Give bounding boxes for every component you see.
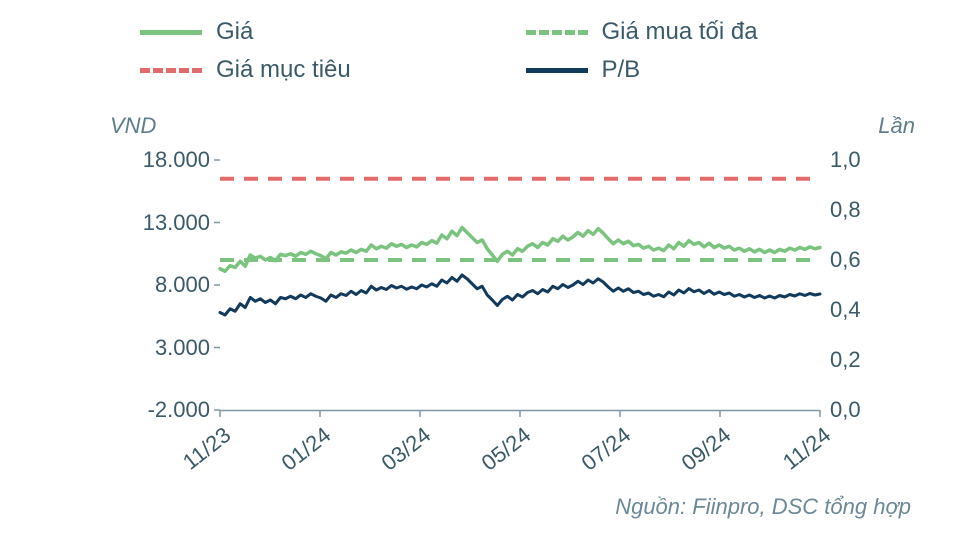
- x-tick-label: 11/23: [178, 422, 236, 475]
- source-note: Nguồn: Fiinpro, DSC tổng hợp: [615, 494, 911, 520]
- legend-swatch-gia-mua-toi-da: [526, 30, 588, 35]
- x-tick-label: 09/24: [677, 422, 736, 476]
- y-right-tick-label: 0,4: [830, 297, 861, 323]
- legend-item-pb: P/B: [526, 56, 912, 84]
- legend-swatch-gia-muc-tieu: [140, 68, 202, 73]
- y-right-ticks: 0,00,20,40,60,81,0: [830, 160, 900, 410]
- x-tick-label: 11/24: [778, 422, 836, 475]
- legend-label: Giá: [216, 18, 253, 46]
- y-left-ticks: -2.0003.0008.00013.00018.000: [100, 160, 210, 410]
- y-left-axis-label: VND: [110, 113, 156, 139]
- y-right-tick-label: 1,0: [830, 147, 861, 173]
- legend-label: Giá mục tiêu: [216, 56, 351, 84]
- x-axis-ticks: 11/2301/2403/2405/2407/2409/2411/24: [220, 416, 820, 496]
- y-right-tick-label: 0,0: [830, 397, 861, 423]
- legend-item-gia: Giá: [140, 18, 526, 46]
- legend-swatch-pb: [526, 68, 588, 73]
- plot-svg: [220, 160, 820, 410]
- legend: Giá Giá mua tối đa Giá mục tiêu P/B: [140, 18, 911, 84]
- chart-container: Giá Giá mua tối đa Giá mục tiêu P/B VND …: [0, 0, 971, 544]
- x-tick-label: 01/24: [277, 422, 336, 476]
- legend-label: Giá mua tối đa: [602, 18, 758, 46]
- y-left-tick-label: -2.000: [100, 397, 210, 423]
- x-tick-label: 07/24: [577, 422, 636, 476]
- legend-item-gia-mua-toi-da: Giá mua tối đa: [526, 18, 912, 46]
- legend-item-gia-muc-tieu: Giá mục tiêu: [140, 56, 526, 84]
- legend-label: P/B: [602, 56, 641, 84]
- y-right-tick-label: 0,8: [830, 197, 861, 223]
- legend-swatch-gia: [140, 30, 202, 35]
- plot-area: [220, 160, 820, 410]
- y-right-tick-label: 0,6: [830, 247, 861, 273]
- y-left-tick-label: 13.000: [100, 210, 210, 236]
- y-right-tick-label: 0,2: [830, 347, 861, 373]
- x-tick-label: 03/24: [377, 422, 436, 476]
- y-right-axis-label: Lần: [878, 113, 915, 139]
- y-left-tick-label: 18.000: [100, 147, 210, 173]
- y-left-tick-label: 3.000: [100, 335, 210, 361]
- y-left-tick-label: 8.000: [100, 272, 210, 298]
- x-tick-label: 05/24: [477, 422, 536, 476]
